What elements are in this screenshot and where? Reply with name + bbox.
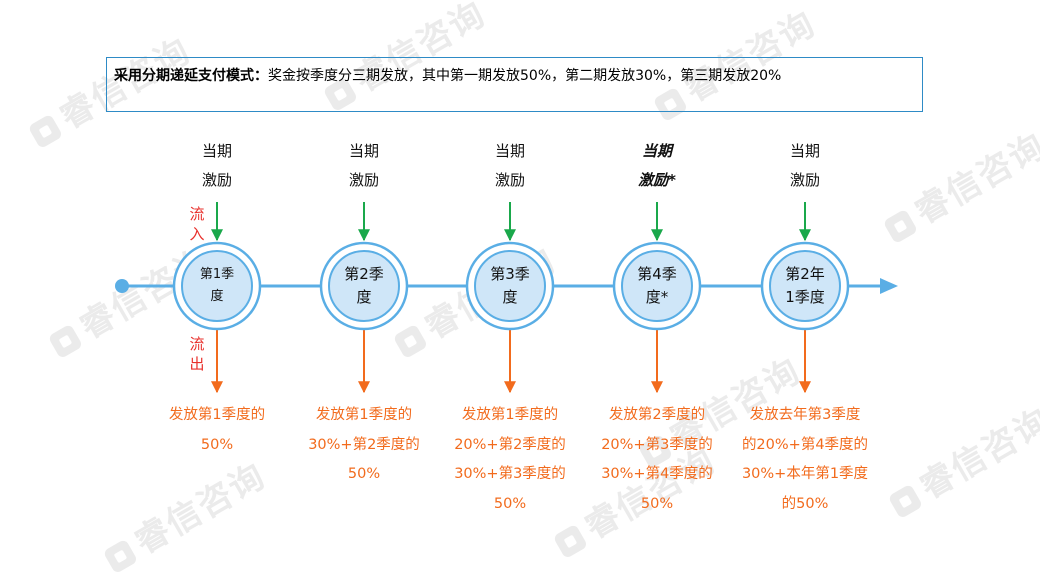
quarter-node-label: 第1季度	[199, 267, 235, 304]
payout-description: 发放去年第3季度 的20%+第4季度的 30%+本年第1季度 的50%	[741, 407, 869, 512]
payout-description: 发放第2季度的 20%+第3季度的 30%+第4季度的 50%	[601, 407, 713, 512]
description-box: 采用分期递延支付模式：奖金按季度分三期发放，其中第一期发放50%，第二期发放30…	[106, 57, 923, 112]
quarter-node	[328, 250, 400, 322]
timeline-start-dot	[115, 279, 129, 293]
quarter-node-label: 第2季度	[344, 265, 384, 306]
quarter-node	[181, 250, 253, 322]
inflow-label: 流入	[189, 205, 205, 243]
incentive-label: 当期 激励	[348, 142, 379, 189]
incentive-label: 当期 激励*	[638, 142, 676, 189]
incentive-label: 当期 激励	[789, 142, 820, 189]
quarter-node	[474, 250, 546, 322]
payout-description: 发放第1季度的 20%+第2季度的 30%+第3季度的 50%	[454, 407, 566, 512]
timeline-arrowhead-icon	[880, 278, 898, 294]
description-text: 奖金按季度分三期发放，其中第一期发放50%，第二期发放30%，第三期发放20%	[268, 68, 782, 84]
description-title: 采用分期递延支付模式：	[114, 68, 268, 84]
quarter-node-label: 第3季度	[490, 265, 530, 306]
payout-description: 发放第1季度的 30%+第2季度的 50%	[308, 407, 420, 482]
quarter-node	[769, 250, 841, 322]
timeline-diagram	[115, 202, 898, 394]
quarter-node-label: 第2年 1季度	[785, 265, 825, 306]
payout-description: 发放第1季度的 50%	[168, 407, 266, 453]
quarter-node-label: 第4季 度*	[637, 265, 677, 306]
incentive-label: 当期 激励	[494, 142, 525, 189]
quarter-node	[621, 250, 693, 322]
incentive-label: 当期 激励	[201, 142, 232, 189]
outflow-label: 流出	[189, 335, 205, 373]
